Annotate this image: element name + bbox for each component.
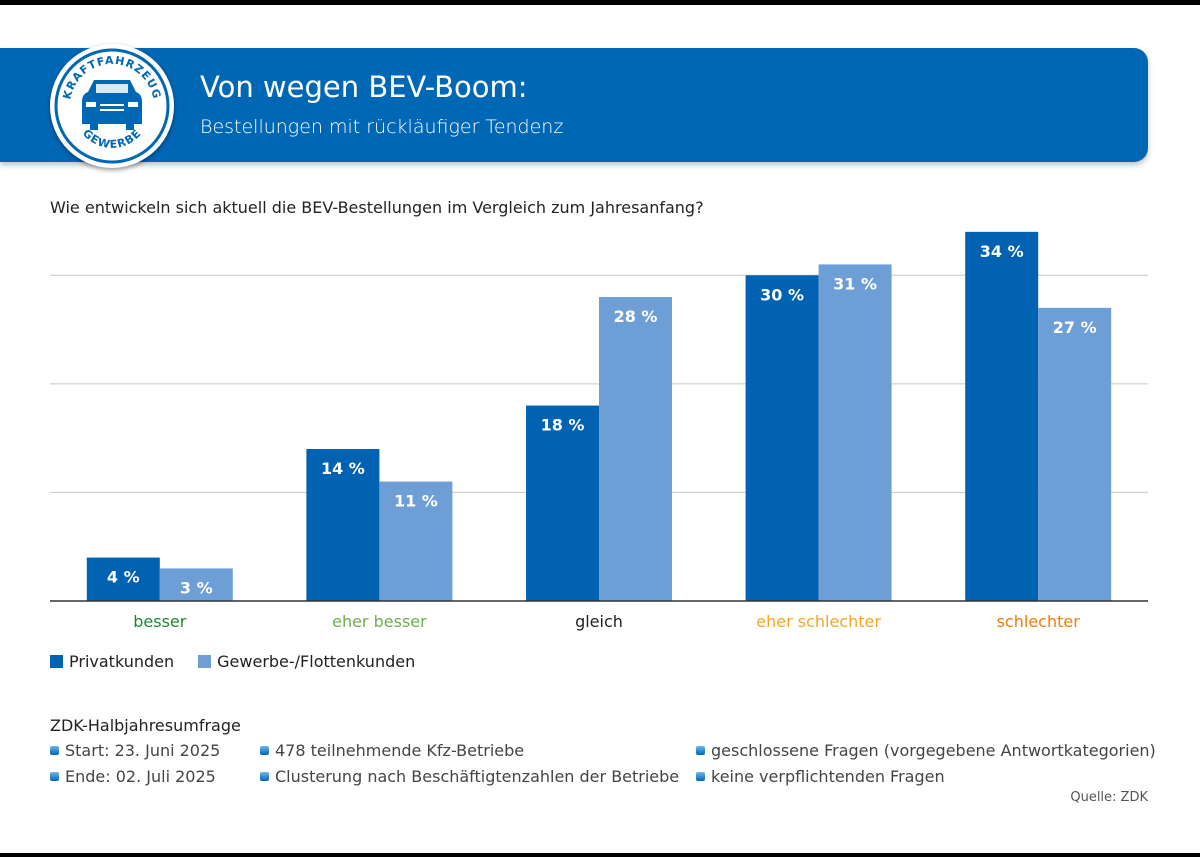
survey-col-2: 478 teilnehmende Kfz-Betriebe Clusterung… [260,741,679,793]
legend-label: Gewerbe-/Flottenkunden [217,652,416,671]
header-banner [0,48,1148,162]
data-label: 14 % [321,459,365,478]
data-label: 11 % [394,492,438,511]
source-note: Quelle: ZDK [1070,790,1148,805]
data-label: 18 % [541,416,585,435]
survey-text: 478 teilnehmende Kfz-Betriebe [275,741,525,760]
data-label: 34 % [980,242,1024,261]
legend-item-privatkunden: Privatkunden [50,652,174,671]
legend-item-gewerbe: Gewerbe-/Flottenkunden [198,652,415,671]
bar-gewerbe [818,264,892,601]
legend-label: Privatkunden [69,652,175,671]
data-label: 27 % [1053,318,1097,337]
survey-text: keine verpflichtenden Fragen [711,767,945,786]
survey-item: Ende: 02. Juli 2025 [50,767,220,793]
bullet-icon [260,746,269,755]
bullet-icon [696,772,705,781]
survey-item: Clusterung nach Beschäftigtenzahlen der … [260,767,679,793]
bullet-icon [50,772,59,781]
bullet-icon [260,772,269,781]
survey-text: Start: 23. Juni 2025 [65,741,221,760]
kfz-gewerbe-logo: KRAFTFAHRZEUG GEWERBE [50,44,174,168]
bar-chart: 4 % 3 % besser 14 % 11 % eher besser 18 % 28 % g… [50,231,1148,631]
survey-text: Ende: 02. Juli 2025 [65,767,216,786]
bar-privat [306,449,380,601]
page-title: Von wegen BEV-Boom: [200,70,528,104]
page-subtitle: Bestellungen mit rückläufiger Tendenz [200,116,564,138]
data-label: 28 % [614,307,658,326]
data-label: 4 % [107,568,140,587]
survey-text: geschlossene Fragen (vorgegebene Antwort… [711,741,1156,760]
bullet-icon [696,746,705,755]
bottom-border [0,853,1200,857]
survey-text: Clusterung nach Beschäftigtenzahlen der … [275,767,680,786]
bar-gewerbe [379,481,453,601]
data-label: 3 % [180,578,213,597]
bar-privat [965,231,1039,601]
legend-swatch [198,655,212,668]
bar-gewerbe [599,297,672,601]
survey-item: geschlossene Fragen (vorgegebene Antwort… [696,741,1156,767]
bar-privat [86,557,160,601]
bar-gewerbe [159,568,233,601]
bar-gewerbe [1038,307,1112,601]
legend-swatch [50,655,63,668]
category-label: eher besser [332,612,427,631]
survey-item: Start: 23. Juni 2025 [50,741,220,767]
survey-item: keine verpflichtenden Fragen [696,767,1156,793]
legend: Privatkunden Gewerbe-/Flottenkunden [50,652,415,671]
data-label: 30 % [760,285,804,304]
survey-col-1: Start: 23. Juni 2025 Ende: 02. Juli 2025 [50,741,220,793]
bar-privat [745,275,819,601]
category-label: gleich [575,612,623,631]
survey-heading: ZDK-Halbjahresumfrage [50,716,241,735]
survey-item: 478 teilnehmende Kfz-Betriebe [260,741,679,767]
survey-col-3: geschlossene Fragen (vorgegebene Antwort… [696,741,1156,793]
category-label: eher schlechter [756,612,881,631]
category-label: schlechter [997,612,1081,631]
chart-title: Wie entwickeln sich aktuell die BEV-Best… [50,198,704,217]
data-label: 31 % [833,274,877,293]
top-border [0,0,1200,5]
bullet-icon [50,746,59,755]
category-label: besser [133,612,187,631]
bar-privat [526,405,599,601]
